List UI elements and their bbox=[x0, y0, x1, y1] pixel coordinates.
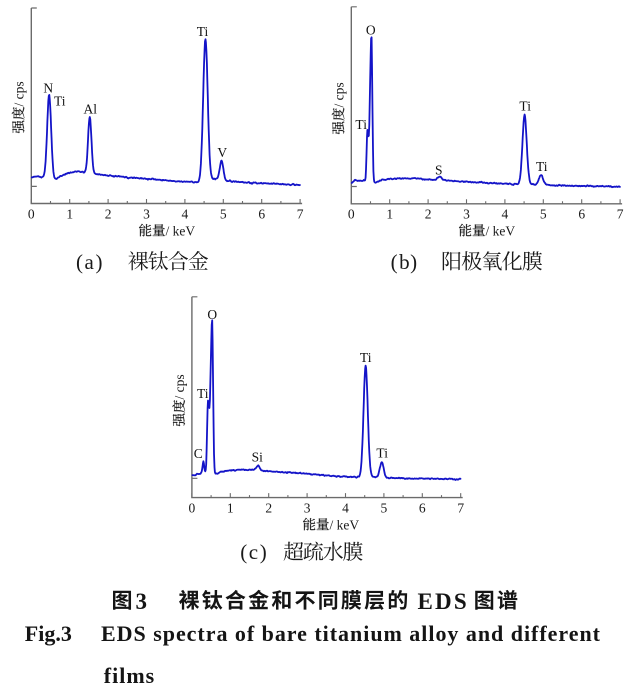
svg-text:6: 6 bbox=[258, 206, 265, 221]
svg-text:4: 4 bbox=[182, 206, 189, 221]
svg-text:EDS: EDS bbox=[418, 589, 469, 614]
svg-text:Ti: Ti bbox=[54, 93, 66, 108]
svg-text:3: 3 bbox=[143, 206, 150, 221]
svg-text:1: 1 bbox=[227, 500, 234, 515]
svg-text:S: S bbox=[435, 162, 443, 177]
svg-text:6: 6 bbox=[419, 500, 426, 515]
svg-text:Ti: Ti bbox=[355, 117, 367, 132]
svg-text:EDS spectra of bare titanium a: EDS spectra of bare titanium alloy and d… bbox=[101, 621, 601, 646]
svg-text:0: 0 bbox=[189, 500, 196, 515]
svg-text:/ cps: / cps bbox=[331, 82, 346, 107]
svg-text:3: 3 bbox=[136, 589, 148, 614]
svg-text:0: 0 bbox=[28, 206, 35, 221]
svg-text:films: films bbox=[104, 663, 155, 688]
svg-text:/ cps: / cps bbox=[172, 374, 187, 399]
svg-text:Ti: Ti bbox=[197, 386, 209, 401]
svg-text:5: 5 bbox=[540, 206, 547, 221]
svg-text:(a): (a) bbox=[76, 250, 103, 274]
svg-text:4: 4 bbox=[342, 500, 349, 515]
svg-text:1: 1 bbox=[66, 206, 73, 221]
svg-text:1: 1 bbox=[386, 206, 393, 221]
svg-text:3: 3 bbox=[463, 206, 470, 221]
svg-text:Ti: Ti bbox=[536, 159, 548, 174]
svg-text:3: 3 bbox=[304, 500, 311, 515]
svg-text:2: 2 bbox=[425, 206, 432, 221]
svg-text:(c): (c) bbox=[240, 540, 267, 564]
svg-text:7: 7 bbox=[457, 500, 464, 515]
svg-text:O: O bbox=[366, 23, 376, 38]
svg-text:C: C bbox=[194, 446, 203, 461]
svg-text:V: V bbox=[217, 145, 227, 160]
svg-text:7: 7 bbox=[297, 206, 304, 221]
svg-text:O: O bbox=[207, 307, 217, 322]
svg-text:Al: Al bbox=[84, 101, 98, 116]
svg-text:2: 2 bbox=[105, 206, 112, 221]
svg-text:(b): (b) bbox=[391, 250, 418, 274]
svg-text:Ti: Ti bbox=[376, 446, 388, 461]
svg-text:5: 5 bbox=[381, 500, 388, 515]
svg-text:5: 5 bbox=[220, 206, 227, 221]
svg-text:7: 7 bbox=[617, 206, 624, 221]
svg-text:/ cps: / cps bbox=[11, 81, 26, 106]
svg-text:/ keV: / keV bbox=[486, 223, 516, 238]
svg-text:4: 4 bbox=[502, 206, 509, 221]
svg-text:N: N bbox=[43, 80, 53, 95]
svg-text:Fig.3: Fig.3 bbox=[25, 621, 72, 646]
svg-text:Si: Si bbox=[252, 449, 264, 464]
svg-text:2: 2 bbox=[265, 500, 272, 515]
svg-text:Ti: Ti bbox=[360, 350, 372, 365]
svg-text:0: 0 bbox=[348, 206, 355, 221]
svg-text:Ti: Ti bbox=[197, 24, 209, 39]
svg-text:/ keV: / keV bbox=[330, 517, 360, 532]
svg-text:Ti: Ti bbox=[519, 99, 531, 114]
svg-text:/ keV: / keV bbox=[166, 223, 196, 238]
svg-text:6: 6 bbox=[578, 206, 585, 221]
